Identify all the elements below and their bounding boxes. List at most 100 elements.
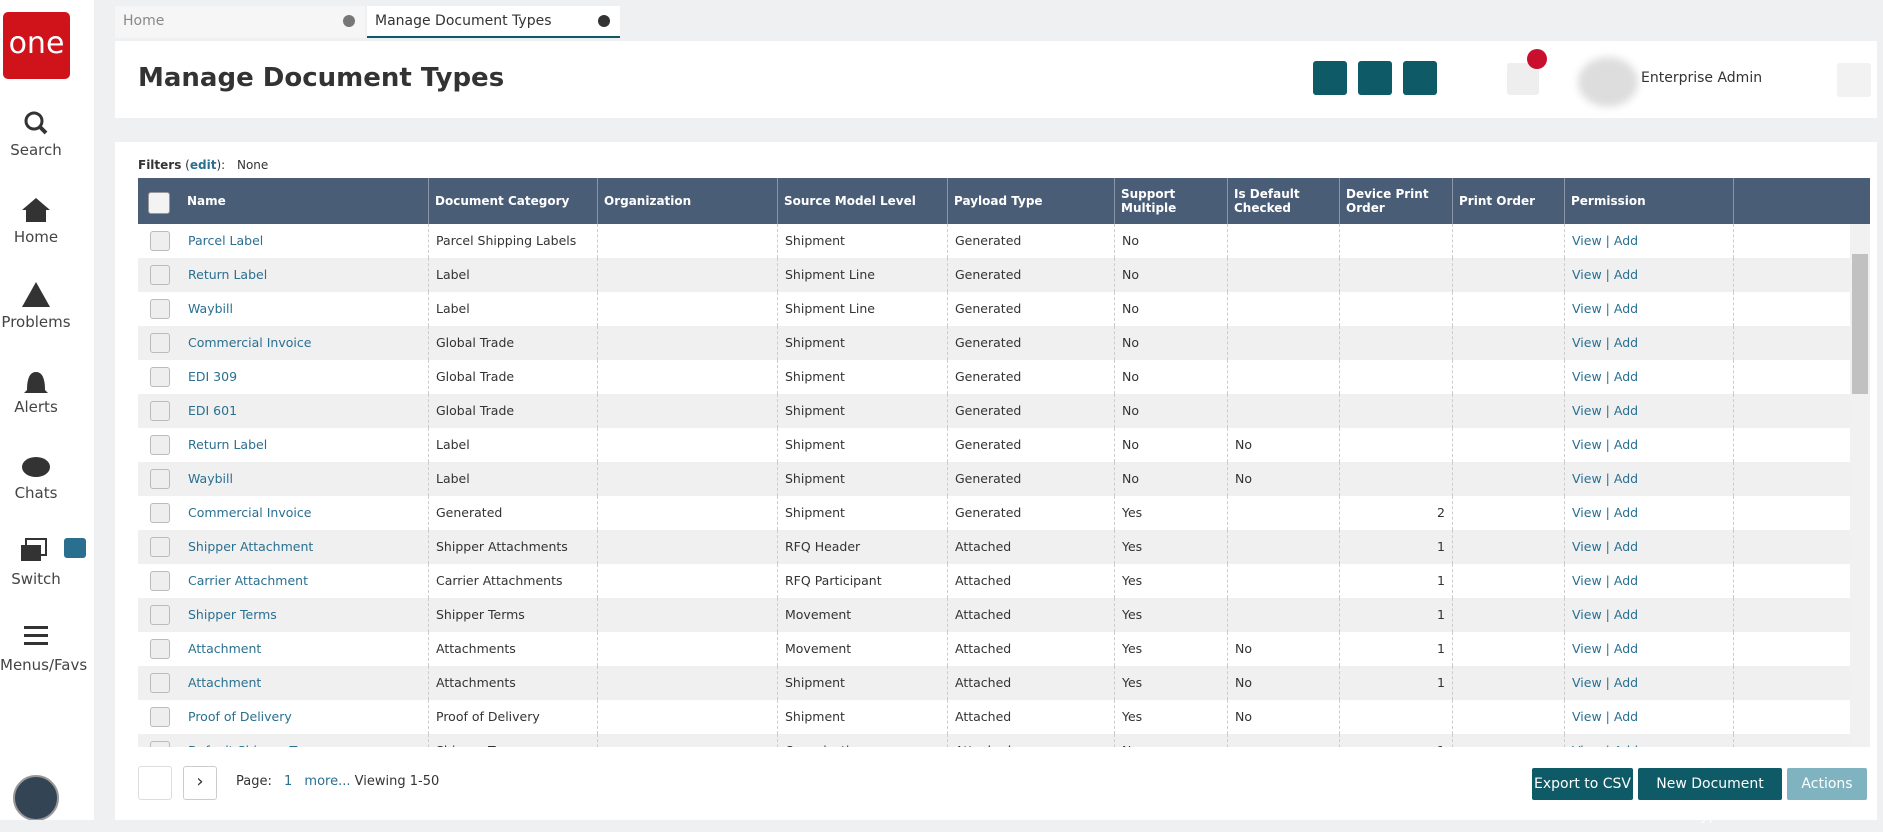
row-name-link[interactable]: Attachment [181,666,429,700]
permission-link[interactable]: Add [1613,369,1639,384]
cell: Movement [778,598,948,632]
cell: Attached [948,632,1115,666]
permission-link[interactable]: View [1572,641,1602,656]
cell: Generated [948,394,1115,428]
row-checkbox[interactable] [150,367,170,387]
row-name-link[interactable]: Carrier Attachment [181,564,429,598]
row-name-link[interactable]: EDI 309 [181,360,429,394]
permission-link[interactable]: Add [1613,471,1639,486]
nav-item[interactable]: Alerts [14,398,58,416]
permission-link[interactable]: Add [1613,675,1639,690]
permission-link[interactable]: Add [1613,335,1639,350]
row-name-link[interactable]: Return Label [181,428,429,462]
refresh-button[interactable] [1358,61,1392,95]
row-name-link[interactable]: EDI 601 [181,394,429,428]
permission-link[interactable]: Add [1613,573,1639,588]
new-button[interactable]: New Document Type [1638,768,1782,824]
permission-link[interactable]: View [1572,471,1602,486]
permission-link[interactable]: Add [1613,437,1639,452]
permission-link[interactable]: View [1572,539,1602,554]
close-button[interactable] [1403,61,1437,95]
permission-link[interactable]: Add [1613,641,1639,656]
permission-link[interactable]: Add [1613,607,1639,622]
cell: Yes [1115,700,1228,734]
row-name-link[interactable]: Default Shipper Terms [181,734,429,747]
cell: Yes [1115,496,1228,530]
row-checkbox[interactable] [150,571,170,591]
separator: | [1605,267,1610,282]
row-checkbox[interactable] [150,265,170,285]
row-name-link[interactable]: Waybill [181,462,429,496]
row-name-link[interactable]: Attachment [181,632,429,666]
permission-link[interactable]: View [1572,403,1602,418]
nav-item[interactable]: Search [10,141,62,159]
permission-link[interactable]: View [1572,675,1602,690]
cell [1228,598,1340,632]
permission-link[interactable]: View [1572,267,1602,282]
tab[interactable]: Manage Document Types [367,6,620,38]
export-button[interactable]: Export to CSV [1532,768,1633,800]
permission-link[interactable]: View [1572,607,1602,622]
nav-item[interactable]: Home [13,228,59,246]
permission-link[interactable]: View [1572,369,1602,384]
cell: Attached [948,598,1115,632]
row-name-link[interactable]: Shipper Terms [181,598,429,632]
nav-item[interactable]: Problems [1,313,71,331]
row-checkbox[interactable] [150,401,170,421]
row-checkbox[interactable] [150,435,170,455]
permission-link[interactable]: Add [1613,505,1639,520]
row-checkbox[interactable] [150,503,170,523]
nav-item[interactable]: Switch [11,570,61,588]
cell [1453,394,1565,428]
user-menu-toggle[interactable] [1837,63,1871,97]
next-page[interactable]: › [183,766,217,800]
row-name-link[interactable]: Waybill [181,292,429,326]
tab-close[interactable] [343,15,355,27]
permission-link[interactable]: View [1572,301,1602,316]
permission-link[interactable]: View [1572,505,1602,520]
permission-link[interactable]: View [1572,437,1602,452]
permission-link[interactable]: Add [1613,403,1639,418]
cell: Shipment [778,700,948,734]
permission-link[interactable]: Add [1613,709,1639,724]
row-checkbox[interactable] [150,639,170,659]
permission-link[interactable]: View [1572,709,1602,724]
permission-link[interactable]: Add [1613,301,1639,316]
favorite-button[interactable] [1313,61,1347,95]
row-name-link[interactable]: Commercial Invoice [181,496,429,530]
row-checkbox[interactable] [150,605,170,625]
cell [1453,428,1565,462]
prev-page[interactable] [138,766,172,800]
row-checkbox[interactable] [150,469,170,489]
row-checkbox[interactable] [150,333,170,353]
tab-close[interactable] [598,15,610,27]
row-name-link[interactable]: Shipper Attachment [181,530,429,564]
row-name-link[interactable]: Commercial Invoice [181,326,429,360]
row-checkbox[interactable] [150,741,170,747]
row-checkbox[interactable] [150,673,170,693]
row-checkbox[interactable] [150,299,170,319]
filters-edit[interactable]: edit [189,158,217,172]
row-name-link[interactable]: Parcel Label [181,224,429,258]
row-checkbox[interactable] [150,231,170,251]
permission-link[interactable]: Add [1614,743,1638,747]
permission-link[interactable]: Add [1613,539,1639,554]
row-checkbox[interactable] [150,537,170,557]
actions-button[interactable]: Actions [1787,768,1867,800]
permission-link[interactable]: View [1572,573,1602,588]
row-checkbox[interactable] [150,707,170,727]
permission-link[interactable]: View [1572,233,1602,248]
permission-link[interactable]: View [1572,743,1602,747]
row-name-link[interactable]: Return Label [181,258,429,292]
permission-link[interactable]: Add [1613,233,1639,248]
row-name-link[interactable]: Proof of Delivery [181,700,429,734]
logo[interactable]: one [3,12,70,79]
permission-link[interactable]: View [1572,335,1602,350]
nav-item[interactable]: Chats [14,484,58,502]
nav-item[interactable]: Menus/Favs [0,656,88,674]
more-link[interactable]: more... [304,774,351,789]
cell [598,598,778,632]
header-checkbox[interactable] [148,192,170,214]
permission-link[interactable]: Add [1613,267,1639,282]
tab[interactable]: Home [115,6,365,38]
